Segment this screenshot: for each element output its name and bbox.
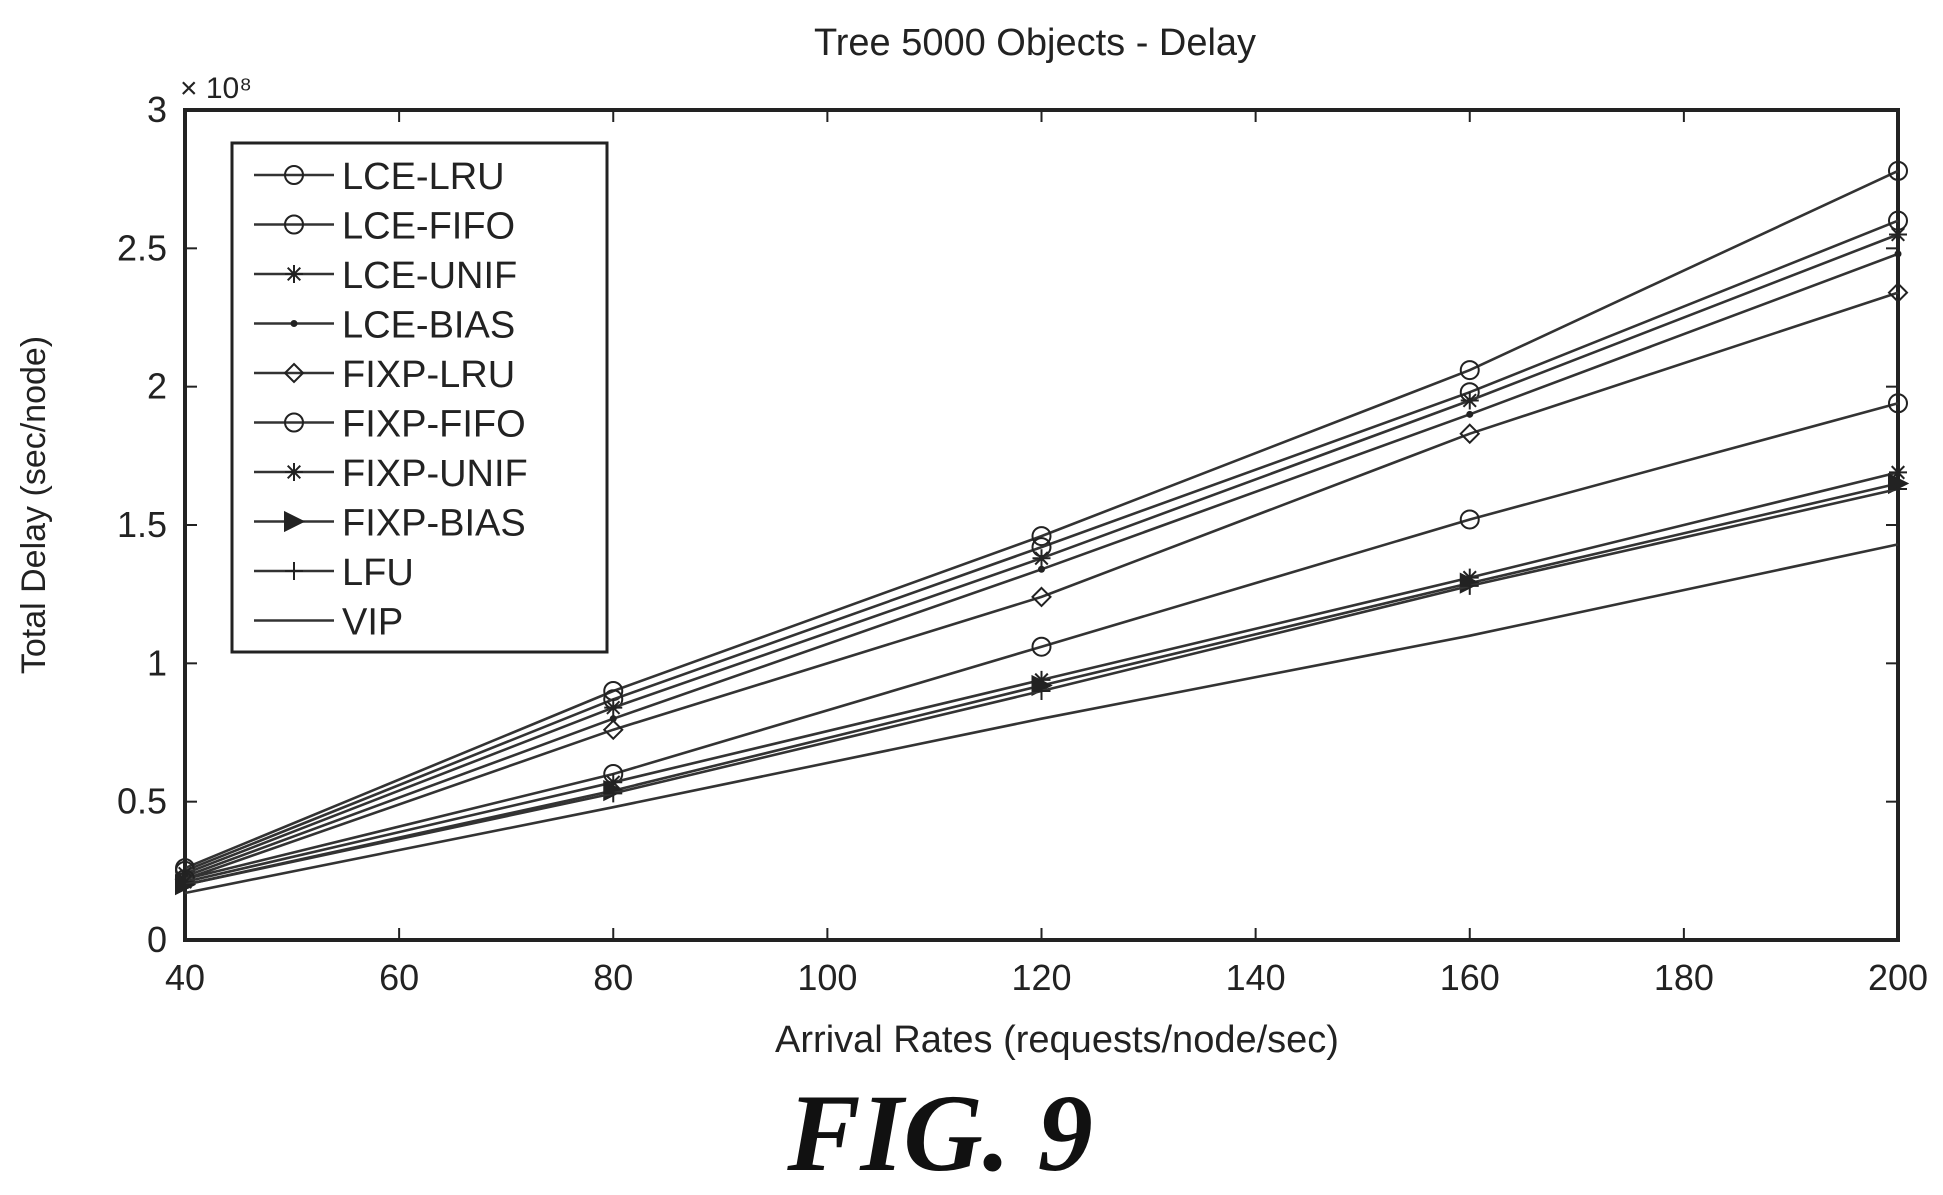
legend: LCE-LRU LCE-FIFO LCE-UNIF LCE-BIAS FIXP-LRU F…	[230, 141, 609, 654]
data-point-fixp-fifo	[1031, 636, 1052, 657]
x-tick-label: 140	[1226, 957, 1286, 998]
data-point-fixp-lru	[1459, 423, 1481, 445]
y-tick-label: 2	[147, 366, 167, 407]
data-point-fixp-lru	[602, 719, 624, 741]
legend-marker	[290, 320, 298, 327]
y-tick-label: 3	[147, 89, 167, 130]
data-point-fixp-lru	[1887, 282, 1909, 304]
legend-label: FIXP-BIAS	[342, 503, 526, 545]
data-point-fixp-lru	[1031, 586, 1052, 608]
legend-entry-lce-bias: LCE-BIAS	[254, 305, 515, 347]
data-point-lfu	[1032, 682, 1051, 700]
legend-entry-lce-lru: LCE-LRU	[254, 156, 505, 198]
data-point-lce-lru	[1459, 360, 1480, 381]
legend-label: LCE-BIAS	[342, 305, 515, 347]
legend-marker	[285, 562, 303, 580]
figure-caption: FIG. 9	[786, 1072, 1093, 1194]
legend-marker	[283, 362, 305, 384]
x-tick-label: 180	[1654, 957, 1714, 998]
legend-label: FIXP-FIFO	[342, 404, 526, 446]
series-lce-bias	[181, 250, 1902, 880]
legend-entry-lce-fifo: LCE-FIFO	[254, 206, 515, 248]
legend-marker	[284, 412, 304, 433]
x-axis-label: Arrival Rates (requests/node/sec)	[775, 1019, 1339, 1061]
legend-entry-fixp-bias: FIXP-BIAS	[254, 503, 526, 545]
data-point-lce-bias	[1466, 410, 1474, 418]
y-tick-label: 1	[147, 642, 167, 683]
chart-title: Tree 5000 Objects - Delay	[814, 22, 1256, 64]
data-point-lce-lru	[1888, 160, 1908, 181]
legend-label: LCE-FIFO	[342, 206, 515, 248]
data-point-lfu	[604, 784, 623, 803]
series-line-vip	[184, 543, 1899, 895]
data-point-lfu	[176, 875, 194, 894]
legend-label: FIXP-UNIF	[342, 453, 528, 495]
data-point-lfu	[1460, 576, 1479, 595]
x-tick-label: 40	[165, 957, 205, 998]
y-axis-label: Total Delay (sec/node)	[15, 336, 53, 674]
legend-entry-fixp-fifo: FIXP-FIFO	[254, 404, 526, 446]
legend-label: FIXP-LRU	[342, 354, 515, 396]
x-tick-label: 100	[797, 957, 857, 998]
plot-area: 40 60 80 100 120 140 160 180 200 0 0.5 1 1.5 2 2.5 3	[117, 89, 1928, 998]
data-point-lce-bias	[609, 715, 617, 723]
data-point-fixp-fifo	[1459, 509, 1480, 530]
legend-marker	[285, 265, 303, 283]
series-line-fixp-fifo	[184, 402, 1899, 881]
legend-entry-fixp-lru: FIXP-LRU	[254, 354, 515, 396]
x-tick-label: 160	[1440, 957, 1500, 998]
series-vip	[184, 543, 1899, 895]
legend-entry-lce-unif: LCE-UNIF	[254, 255, 517, 297]
data-point-lce-lru	[1031, 526, 1052, 547]
legend-label: VIP	[342, 602, 403, 644]
legend-entry-fixp-unif: FIXP-UNIF	[254, 453, 528, 495]
data-point-lce-unif	[604, 698, 623, 717]
series-line-fixp-lru	[184, 291, 1899, 881]
data-point-fixp-unif	[604, 773, 623, 792]
data-point-lce-unif	[1032, 549, 1051, 568]
x-tick-label: 120	[1011, 957, 1071, 998]
y-tick-label: 0.5	[117, 781, 167, 822]
y-tick-label: 1.5	[117, 504, 167, 545]
legend-label: LFU	[342, 552, 414, 594]
legend-marker	[284, 165, 304, 185]
y-axis-multiplier: × 10⁸	[180, 72, 252, 105]
series-lfu	[176, 480, 1907, 894]
data-point-fixp-unif	[1889, 463, 1907, 482]
data-point-lce-bias	[1038, 565, 1045, 573]
data-point-lce-bias	[1894, 250, 1902, 258]
legend-entry-lfu: LFU	[254, 552, 414, 594]
legend-marker	[284, 510, 306, 533]
x-tick-label: 200	[1868, 957, 1928, 998]
data-point-lfu	[1889, 480, 1907, 499]
series-line-lce-lru	[184, 169, 1899, 870]
legend-entry-vip: VIP	[254, 602, 403, 644]
series-line-lce-fifo	[184, 219, 1899, 873]
legend-label: LCE-UNIF	[342, 255, 517, 297]
data-point-lce-unif	[1889, 225, 1907, 244]
x-tick-label: 80	[593, 957, 633, 998]
y-tick-label: 0	[147, 919, 167, 960]
legend-marker	[284, 214, 304, 235]
x-tick-label: 60	[379, 957, 419, 998]
y-tick-label: 2.5	[117, 227, 167, 268]
data-point-lce-unif	[1460, 391, 1479, 410]
data-point-fixp-fifo	[1888, 393, 1908, 414]
legend-marker	[285, 463, 303, 481]
legend-label: LCE-LRU	[342, 156, 505, 198]
